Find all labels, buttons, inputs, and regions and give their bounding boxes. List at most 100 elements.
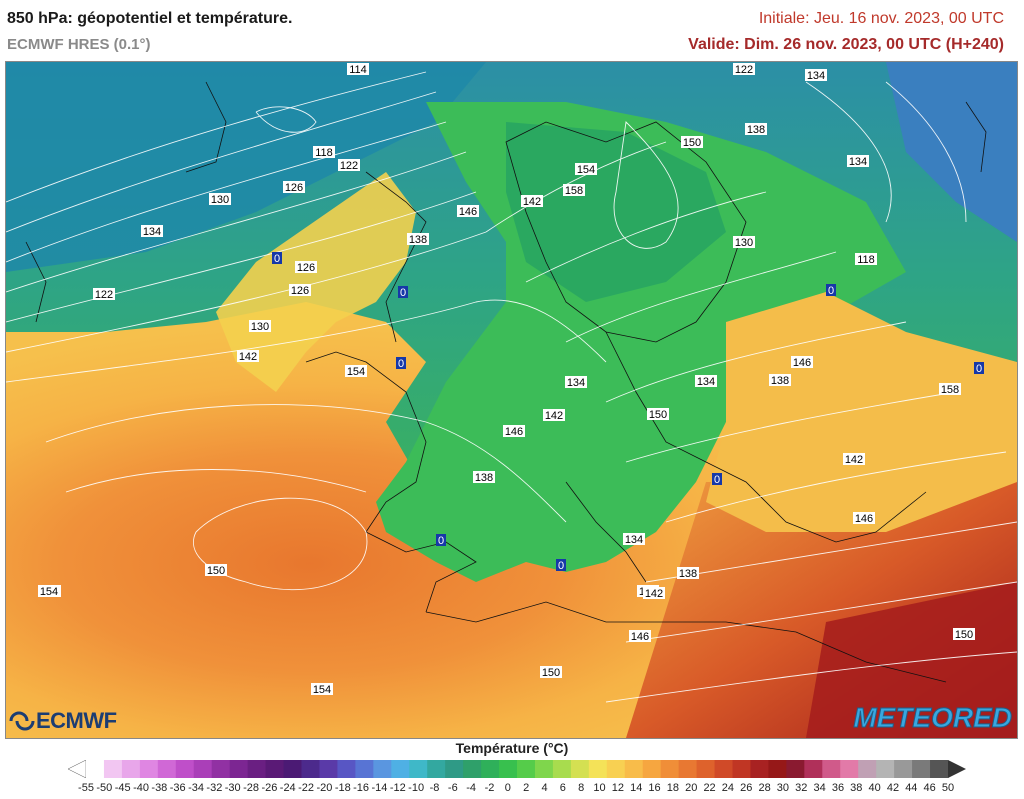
contour-label: 134 [141, 225, 163, 238]
contour-label-text: 142 [545, 410, 563, 422]
colorbar-tick-label: -26 [261, 782, 278, 794]
colorbar-swatch [86, 760, 105, 778]
contour-labels: 114 122 134 118 122 126 130 134 138 142 146 150 154 1… [38, 63, 975, 696]
colorbar-max-arrow [948, 760, 966, 778]
contour-label: 134 [565, 376, 587, 389]
contour-label-text: 138 [475, 472, 493, 484]
colorbar-swatch [355, 760, 374, 778]
colorbar-swatch [714, 760, 733, 778]
weather-map[interactable]: 0 0 0 0 0 0 0 0 114 122 134 118 122 126 130 134… [5, 61, 1018, 739]
svg-text:0: 0 [714, 474, 720, 486]
contour-label-text: 154 [347, 366, 365, 378]
arctic-east-region [886, 62, 1017, 242]
contour-label-text: 158 [941, 384, 959, 396]
colorbar-swatch [624, 760, 644, 778]
colorbar-tick-label: 34 [813, 782, 826, 794]
contour-label: 126 [283, 181, 305, 194]
contour-label-text: 134 [697, 376, 715, 388]
contour-label: 138 [745, 123, 767, 136]
contour-label-text: 118 [315, 147, 333, 159]
contour-label: 142 [543, 409, 565, 422]
contour-label-text: 130 [735, 237, 753, 249]
contour-label-text: 134 [625, 534, 643, 546]
colorbar-swatch [822, 760, 841, 778]
zero-marker: 0 [398, 286, 408, 299]
svg-text:0: 0 [438, 535, 444, 547]
svg-text:0: 0 [398, 358, 404, 370]
contour-label-text: 138 [409, 234, 427, 246]
svg-text:0: 0 [274, 253, 280, 265]
map-title: 850 hPa: géopotentiel et température. [7, 10, 293, 27]
colorbar-tick-label: -16 [353, 782, 370, 794]
contour-label: 146 [457, 205, 479, 218]
colorbar-tick-label: -32 [206, 782, 223, 794]
colorbar-swatch [570, 760, 590, 778]
colorbar-swatch [552, 760, 572, 778]
colorbar-swatch [768, 760, 787, 778]
contour-label-text: 122 [95, 289, 113, 301]
colorbar-swatch [876, 760, 895, 778]
colorbar-swatch [786, 760, 805, 778]
contour-label: 146 [791, 356, 813, 369]
colorbar-tick-label: 16 [648, 782, 661, 794]
svg-text:0: 0 [828, 285, 834, 297]
contour-label-text: 138 [679, 568, 697, 580]
colorbar-swatch [247, 760, 267, 778]
contour-label: 154 [345, 365, 367, 378]
colorbar-tick-label: 12 [611, 782, 624, 794]
contour-label-text: 130 [211, 194, 229, 206]
green-cold-airmass [376, 102, 906, 582]
colorbar-swatch [301, 760, 320, 778]
ecmwf-logo: ECMWF [8, 708, 117, 734]
contour-label-text: 146 [793, 357, 811, 369]
meteored-logo: METEORED [853, 702, 1013, 734]
colorbar-swatch [157, 760, 177, 778]
colorbar-tick-label: -4 [466, 782, 477, 794]
contour-label-text: 126 [285, 182, 303, 194]
colorbar-tick-label: 44 [905, 782, 918, 794]
zero-marker: 0 [712, 473, 722, 486]
contour-label: 138 [407, 233, 429, 246]
contour-label-text: 146 [459, 206, 477, 218]
colorbar-tick-label: 6 [559, 782, 566, 794]
colorbar-tick-label: 50 [941, 782, 955, 794]
colorbar-tick-label: -55 [78, 782, 94, 794]
contour-label: 158 [939, 383, 961, 396]
contour-label-text: 134 [807, 70, 825, 82]
contour-label: 138 [473, 471, 495, 484]
model-name: ECMWF HRES (0.1°) [7, 36, 151, 53]
zero-marker: 0 [556, 559, 566, 572]
valid-time: Valide: Dim. 26 nov. 2023, 00 UTC (H+240… [688, 36, 1004, 53]
contour-label-text: 150 [955, 629, 973, 641]
colorbar-tick-labels: -55 -50 -45 -40 -38 -36 -34 -32 -30 -28 -26 -24 -22-… [70, 782, 960, 798]
colorbar-tick-label: -8 [429, 782, 440, 794]
contour-label-text: 158 [565, 185, 583, 197]
contour-label: 142 [843, 453, 865, 466]
colorbar-swatch [229, 760, 249, 778]
colorbar-tick-label: -45 [114, 782, 131, 794]
init-time: Initiale: Jeu. 16 nov. 2023, 00 UTC [758, 10, 1004, 27]
contour-label: 130 [249, 320, 271, 333]
contour-label-text: 142 [845, 454, 863, 466]
colorbar-tick-label: 40 [868, 782, 881, 794]
eastern-warm-area [706, 292, 1017, 532]
colorbar-tick-label: 46 [923, 782, 936, 794]
colorbar-swatch [445, 760, 464, 778]
zero-marker: 0 [436, 534, 446, 547]
colorbar-tick-label: 22 [703, 782, 716, 794]
contour-label: 122 [338, 159, 360, 172]
colorbar-tick-label: 42 [886, 782, 900, 794]
colorbar-tick-label: 10 [593, 782, 606, 794]
colorbar-swatch [121, 760, 141, 778]
colorbar-swatch [391, 760, 410, 778]
contour-label-text: 150 [683, 137, 701, 149]
geopotential-contours [6, 71, 1017, 703]
contour-label: 122 [733, 63, 755, 76]
contour-label: 118 [855, 253, 877, 266]
contour-label: 146 [629, 630, 651, 643]
contour-label-text: 154 [40, 586, 58, 598]
contour-label-text: 146 [631, 631, 649, 643]
colorbar-tick-label: 24 [721, 782, 735, 794]
contour-label: 150 [953, 628, 975, 641]
contour-label-text: 134 [567, 377, 585, 389]
